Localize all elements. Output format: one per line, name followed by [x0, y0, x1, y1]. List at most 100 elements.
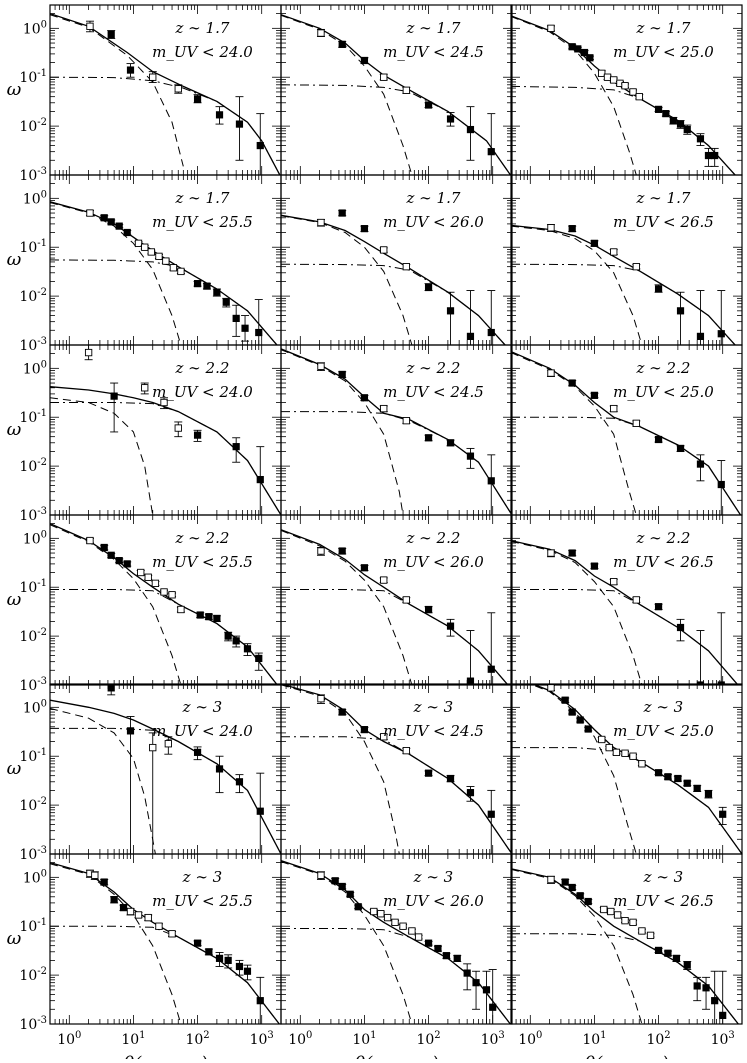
data-point-open [600, 905, 608, 914]
data-point-open [168, 591, 176, 599]
data-point-filled [696, 460, 705, 468]
data-point-open [646, 931, 655, 940]
x-tick-label: 101 [582, 1030, 606, 1048]
data-point-open [610, 577, 618, 586]
y-tick-label-base: 10 [19, 410, 37, 426]
data-point-open [612, 748, 621, 756]
data-point-filled [193, 939, 202, 947]
total-model-curve [511, 351, 742, 515]
x-tick-label-exp: 1 [139, 1030, 145, 1041]
total-model-curve [511, 539, 739, 685]
panel-label-mag: m_UV < 25.0 [613, 722, 714, 740]
y-tick-label: 10-3 [19, 336, 47, 354]
one-halo-term [511, 15, 637, 175]
two-halo-term [511, 416, 742, 515]
two-halo-term [281, 411, 512, 515]
panel-label-z: z ∼ 2.2 [175, 529, 230, 547]
data-point-filled [719, 1011, 727, 1019]
data-point-filled [338, 882, 346, 891]
x-tick-label: 102 [185, 1030, 209, 1048]
data-point-filled [487, 810, 495, 818]
data-point-open [380, 73, 388, 81]
data-point-open [380, 404, 388, 413]
y-tick-label-exp: -2 [37, 796, 47, 807]
data-point-open [317, 695, 325, 703]
data-point-open [174, 424, 182, 432]
data-point-filled [574, 45, 582, 53]
two-halo-term [281, 84, 512, 175]
total-model-curve [281, 684, 512, 854]
x-tick-label: 103 [250, 1030, 274, 1048]
data-point-filled [100, 214, 108, 222]
data-point-open [638, 760, 646, 768]
panel-frame [280, 683, 513, 855]
y-tick-label-exp: -3 [37, 676, 47, 687]
y-tick-label-exp: -2 [37, 287, 47, 298]
data-point-filled [126, 727, 135, 735]
data-point-filled [215, 111, 224, 119]
one-halo-term [511, 352, 637, 515]
data-point-open [144, 573, 152, 581]
data-point-filled [482, 986, 491, 994]
data-point-filled [453, 954, 461, 962]
data-point-open [610, 76, 618, 84]
y-tick-label-exp: 0 [41, 19, 47, 30]
x-tick-label-exp: 3 [498, 1030, 504, 1041]
y-tick-label: 10-3 [19, 1015, 47, 1033]
panel-label-mag: m_UV < 26.5 [613, 892, 714, 910]
y-tick-label: 10-2 [19, 287, 47, 305]
data-point-open [86, 22, 94, 30]
two-halo-term [50, 76, 281, 175]
data-point-filled [424, 605, 433, 614]
y-tick-label-exp: -1 [37, 917, 47, 928]
panel-label-z: z ∼ 3 [182, 868, 223, 886]
data-point-filled [360, 225, 369, 233]
data-point-filled [338, 370, 346, 379]
data-point-filled [360, 394, 369, 402]
data-point-filled [717, 480, 725, 489]
data-point-open [169, 264, 178, 272]
y-tick-label: 10-1 [19, 578, 47, 596]
panel-content [50, 684, 281, 854]
data-point-filled [466, 332, 475, 340]
x-tick-label: 103 [481, 1030, 505, 1048]
y-tick-label-exp: 0 [41, 359, 47, 370]
data-point-open [399, 922, 407, 930]
data-point-filled [584, 897, 592, 906]
data-point-filled [568, 225, 576, 233]
data-point-open [141, 384, 149, 392]
panel-frame [49, 853, 282, 1025]
data-point-filled [256, 475, 264, 484]
data-point-filled [193, 280, 202, 288]
data-point-filled [719, 810, 727, 818]
panel-frame [49, 4, 282, 176]
data-point-filled [256, 807, 264, 815]
y-tick-label-base: 10 [19, 459, 37, 475]
data-point-filled [203, 282, 211, 290]
data-point-filled [107, 684, 115, 692]
x-tick-label-exp: 0 [306, 1030, 312, 1041]
y-tick-label: 10-3 [19, 166, 47, 184]
data-point-filled [466, 452, 475, 460]
data-point-filled [424, 939, 433, 947]
panel-content [281, 14, 512, 175]
panel-content [281, 209, 506, 345]
data-point-filled [255, 654, 263, 662]
panel-content [281, 859, 512, 1024]
total-model-curve [281, 529, 509, 685]
panel-label-z: z ∼ 1.7 [636, 19, 691, 37]
panel-content [511, 224, 736, 345]
y-tick-label-base: 10 [19, 168, 37, 184]
data-point-filled [672, 954, 681, 962]
panel-label-mag: m_UV < 25.0 [613, 43, 714, 61]
y-tick-label-exp: -3 [37, 1015, 47, 1026]
data-point-filled [568, 379, 576, 387]
data-point-filled [568, 883, 576, 892]
data-point-filled [446, 622, 455, 630]
data-point-open [380, 246, 388, 254]
panel-frame [510, 683, 743, 855]
data-point-open [84, 348, 93, 357]
data-point-open [177, 605, 185, 614]
panel-label-mag: m_UV < 24.5 [383, 43, 484, 61]
